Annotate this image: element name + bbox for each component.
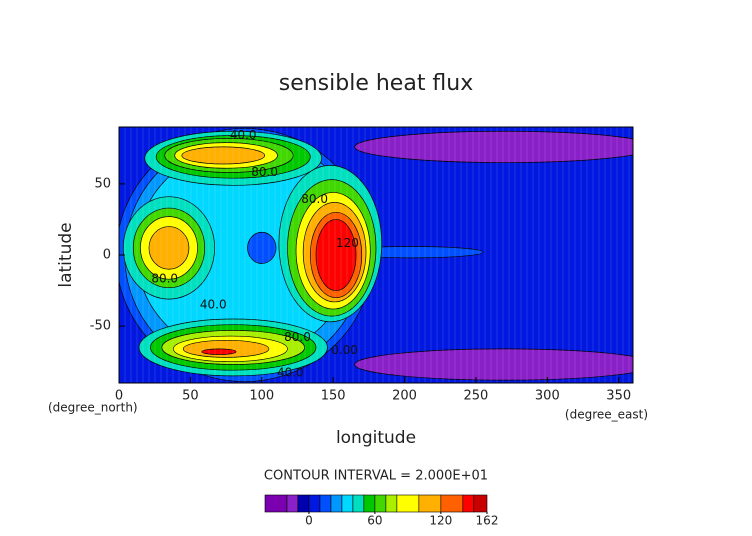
colorbar-box xyxy=(352,494,365,513)
contour-label: 40.0 xyxy=(230,128,257,142)
contour-label: 40.0 xyxy=(200,297,227,311)
x-tick-label: 50 xyxy=(182,389,199,404)
contour-region xyxy=(181,146,265,165)
y-units: (degree_north) xyxy=(48,401,138,415)
contour-region xyxy=(315,219,357,291)
contour-label: 80.0 xyxy=(301,192,328,206)
x-axis-label: longitude xyxy=(336,428,416,448)
contour-label: 0.00 xyxy=(331,343,358,357)
x-tick-label: 350 xyxy=(606,389,631,404)
colorbar-box xyxy=(473,494,488,513)
x-tick-label: 150 xyxy=(321,389,346,404)
y-tick-label: -50 xyxy=(90,319,111,334)
colorbar-tick-label: 60 xyxy=(367,514,382,528)
contour-region xyxy=(201,348,237,355)
contour-label: 40.0 xyxy=(277,366,304,380)
colorbar-box xyxy=(396,494,420,513)
chart-title: sensible heat flux xyxy=(279,71,474,96)
x-tick-label: 200 xyxy=(392,389,417,404)
field: 40.0 80.0 80.0 120 80.0 40.0 80.0 40.0 0.00 xyxy=(119,127,633,383)
x-tick-label: 100 xyxy=(249,389,274,404)
colorbar-box xyxy=(341,494,354,513)
colorbar-tick-label: 0 xyxy=(305,514,313,528)
contour-label: 80.0 xyxy=(284,330,311,344)
colorbar-tick-label: 120 xyxy=(429,514,452,528)
colorbar-box xyxy=(264,494,288,513)
colorbar-box xyxy=(418,494,442,513)
colorbar-box xyxy=(440,494,464,513)
x-units: (degree_east) xyxy=(565,408,648,422)
contour-label: 80.0 xyxy=(151,272,178,286)
colorbar-box xyxy=(462,494,475,513)
x-tick-label: 250 xyxy=(464,389,489,404)
contour-region xyxy=(247,231,277,264)
colorbar-box xyxy=(330,494,343,513)
contour-label: 80.0 xyxy=(251,165,278,179)
contour-region xyxy=(354,348,633,381)
colorbar-box xyxy=(374,494,387,513)
x-tick-label: 300 xyxy=(535,389,560,404)
colorbar-box xyxy=(385,494,398,513)
colorbar-box xyxy=(286,494,299,513)
y-tick-label: 0 xyxy=(103,248,111,263)
y-axis-label: latitude xyxy=(56,222,76,287)
contour-region xyxy=(148,226,190,270)
colorbar-box xyxy=(308,494,321,513)
colorbar-box xyxy=(319,494,332,513)
y-tick-label: 50 xyxy=(94,176,111,191)
x-tick-label: 0 xyxy=(115,389,123,404)
colorbar-box xyxy=(363,494,376,513)
contour-interval: CONTOUR INTERVAL = 2.000E+01 xyxy=(264,469,488,484)
contour-region xyxy=(354,130,633,163)
colorbar-box xyxy=(297,494,310,513)
colorbar-tick-label: 162 xyxy=(476,514,499,528)
contour-label: 120 xyxy=(336,236,359,250)
